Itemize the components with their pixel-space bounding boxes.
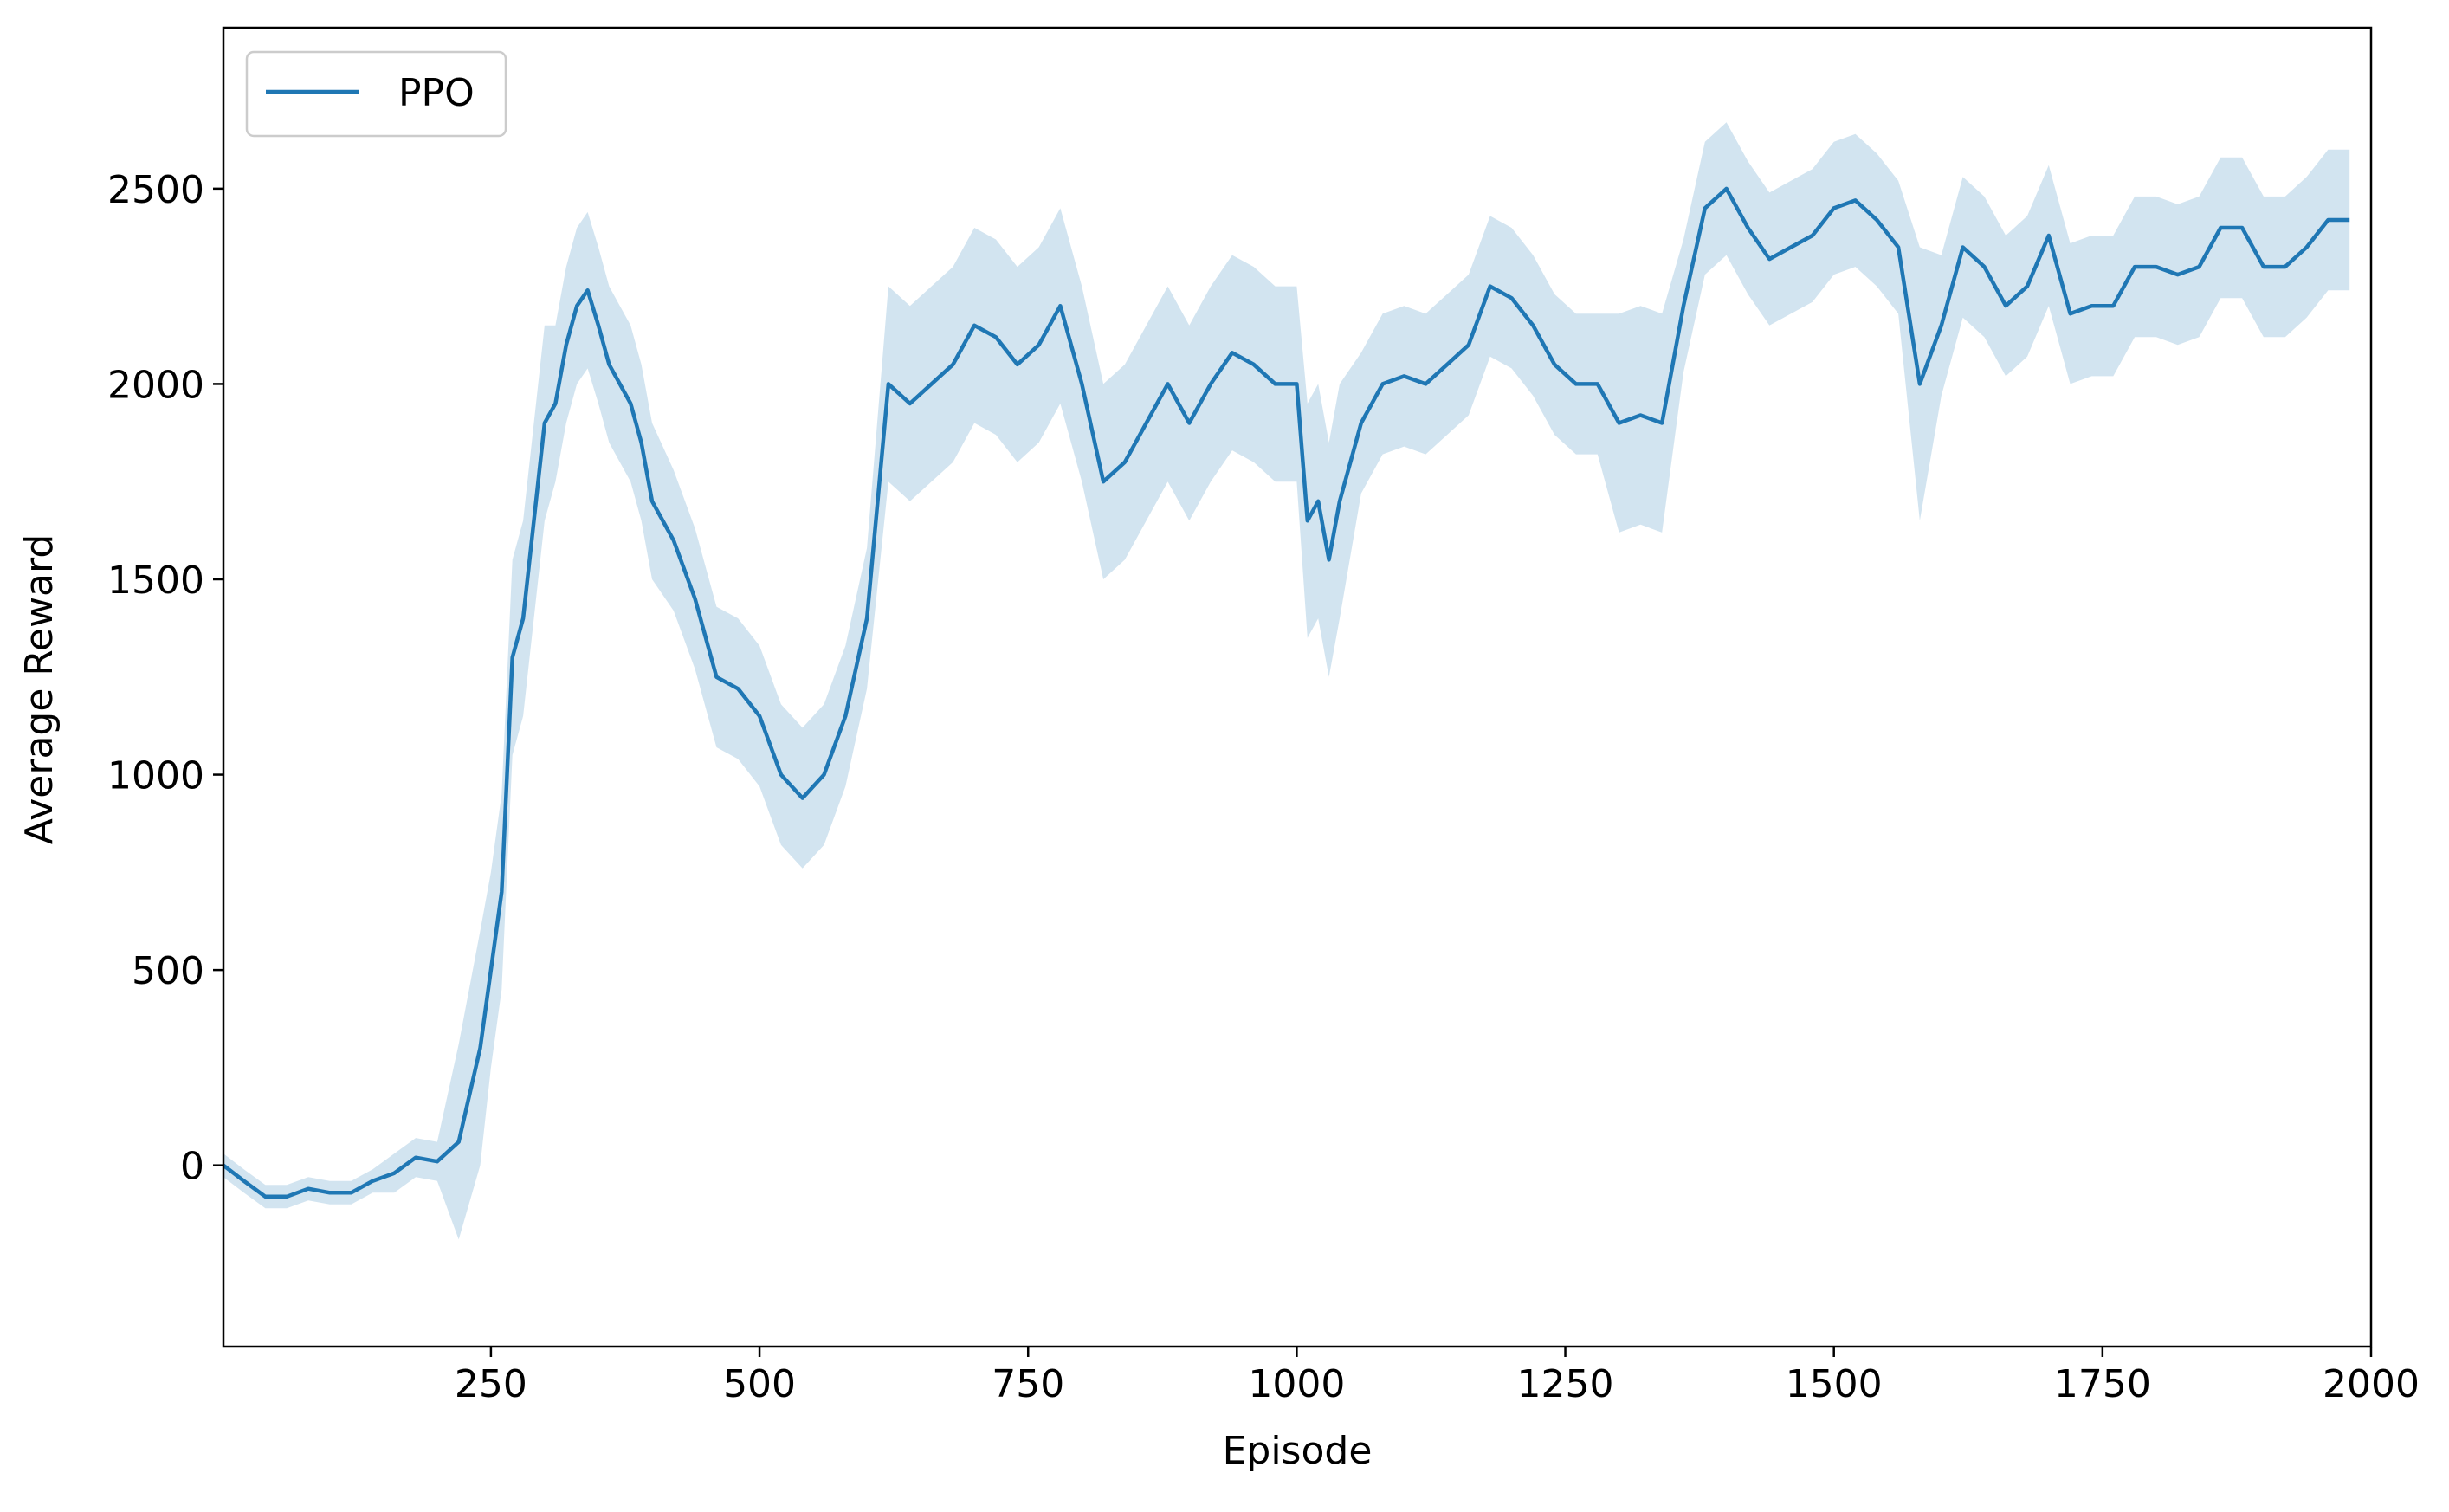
y-tick-label: 2500 [107,168,204,212]
y-tick-label: 1500 [107,559,204,603]
legend: PPO [245,50,507,138]
x-tick-label: 750 [992,1362,1064,1406]
x-tick-label: 500 [723,1362,796,1406]
x-tick-label: 1250 [1517,1362,1614,1406]
x-tick-label: 250 [455,1362,527,1406]
y-tick-label: 1000 [107,754,204,798]
legend-box [245,50,507,138]
confidence-band [223,122,2350,1240]
x-tick-label: 1750 [2054,1362,2151,1406]
y-tick-label: 500 [132,949,204,993]
legend-label: PPO [398,71,475,115]
x-tick-label: 1000 [1248,1362,1345,1406]
line [223,186,2350,1199]
x-axis-label: Episode [1223,1429,1373,1473]
y-tick-label: 0 [180,1145,204,1189]
x-tick-label: 2000 [2323,1362,2420,1406]
y-axis-label: Average Reward [17,534,61,845]
y-tick-label: 2000 [107,363,204,407]
x-tick-label: 1500 [1786,1362,1883,1406]
